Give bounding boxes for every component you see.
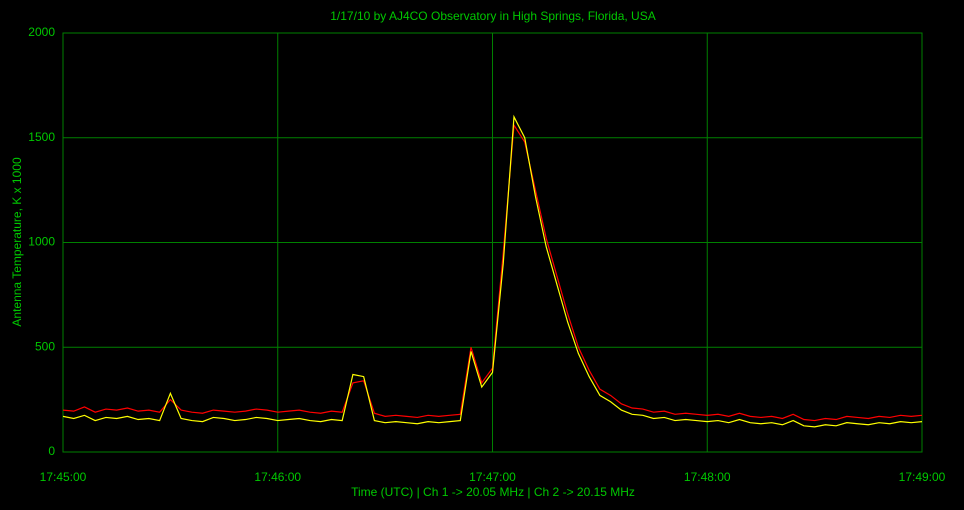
x-tick-label: 17:47:00 [469,470,516,484]
y-tick-label: 1500 [28,130,55,144]
y-axis-label: Antenna Temperature, K x 1000 [10,157,24,327]
x-tick-label: 17:48:00 [684,470,731,484]
x-tick-label: 17:49:00 [899,470,946,484]
x-tick-label: 17:46:00 [254,470,301,484]
plot-frame [62,32,923,453]
x-axis-label: Time (UTC) | Ch 1 -> 20.05 MHz | Ch 2 ->… [351,485,635,499]
y-tick-label: 1000 [28,235,55,249]
x-tick-label: 17:45:00 [40,470,87,484]
chart-title: 1/17/10 by AJ4CO Observatory in High Spr… [330,9,655,23]
y-tick-label: 2000 [28,25,55,39]
y-tick-label: 0 [48,444,55,458]
series-line [62,114,923,428]
y-tick-label: 500 [35,339,55,353]
